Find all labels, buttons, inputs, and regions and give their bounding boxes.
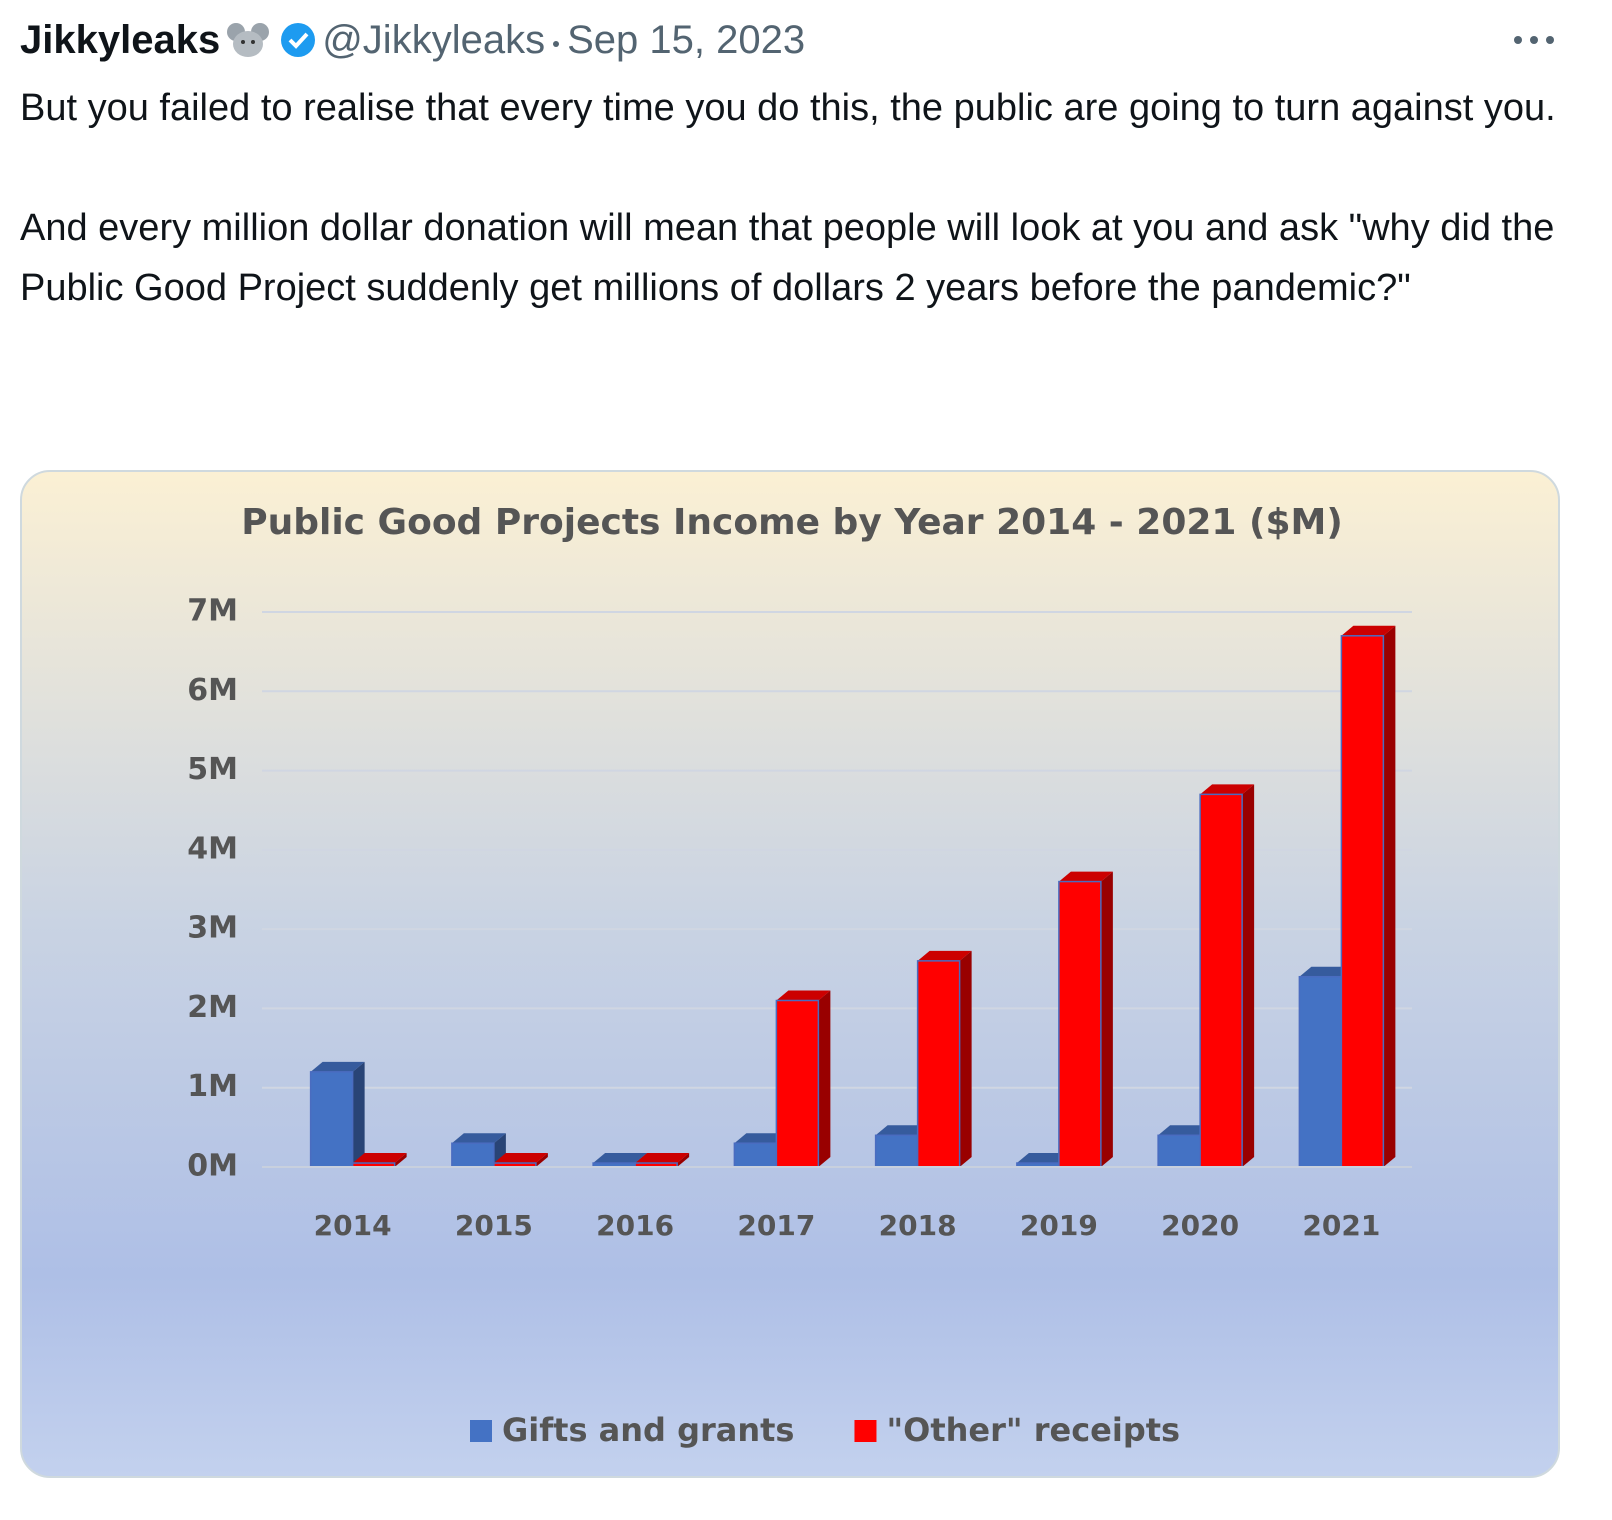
x-tick-label: 2017 bbox=[737, 1209, 815, 1242]
bar-top bbox=[1058, 871, 1113, 882]
bar-top bbox=[1341, 625, 1396, 636]
y-tick-label: 0M bbox=[187, 1149, 238, 1184]
author-name[interactable]: Jikkyleaks bbox=[20, 18, 221, 62]
y-tick-label: 3M bbox=[187, 911, 238, 946]
tweet-header: Jikkyleaks @Jikkyleaks Sep 15, 2023 bbox=[20, 14, 805, 66]
y-tick-label: 1M bbox=[187, 1069, 238, 1104]
bar bbox=[874, 1134, 919, 1168]
bar bbox=[1340, 635, 1385, 1168]
y-tick-label: 6M bbox=[187, 673, 238, 708]
tweet-date[interactable]: Sep 15, 2023 bbox=[567, 18, 806, 62]
paragraph: But you failed to realise that every tim… bbox=[20, 87, 1556, 129]
y-tick-label: 7M bbox=[187, 594, 238, 629]
bar-top bbox=[635, 1153, 690, 1164]
chart-title: Public Good Projects Income by Year 2014… bbox=[241, 502, 1343, 543]
x-tick-label: 2019 bbox=[1020, 1209, 1098, 1242]
bar bbox=[1199, 793, 1243, 1168]
bar-top bbox=[776, 990, 831, 1001]
bar-top bbox=[493, 1153, 548, 1164]
bar-side bbox=[1242, 784, 1255, 1167]
bar-top bbox=[734, 1133, 789, 1144]
legend-label: "Other" receipts bbox=[886, 1411, 1180, 1449]
bar bbox=[451, 1142, 495, 1168]
bar bbox=[1298, 975, 1343, 1168]
verified-badge bbox=[281, 23, 316, 57]
x-tick-label: 2014 bbox=[314, 1209, 392, 1242]
separator-dot bbox=[553, 41, 560, 47]
bar bbox=[733, 1142, 778, 1168]
bar-top bbox=[593, 1153, 648, 1164]
paragraph: And every million dollar donation will m… bbox=[20, 207, 1555, 309]
bar-top bbox=[352, 1153, 407, 1164]
bar-top bbox=[1158, 1125, 1213, 1136]
x-tick-label: 2015 bbox=[455, 1209, 533, 1242]
bar-top bbox=[1200, 784, 1255, 795]
author-handle[interactable]: @Jikkyleaks bbox=[322, 18, 546, 62]
bar bbox=[309, 1071, 354, 1168]
chart: Public Good Projects Income by Year 2014… bbox=[187, 502, 1412, 1449]
bar-top bbox=[917, 950, 972, 961]
legend-swatch bbox=[470, 1420, 492, 1442]
tweet-text: But you failed to realise that every tim… bbox=[20, 78, 1565, 378]
bar-side bbox=[1100, 871, 1113, 1167]
bar-top bbox=[310, 1061, 365, 1072]
x-tick-label: 2016 bbox=[596, 1209, 674, 1242]
bar bbox=[775, 999, 820, 1168]
emoji-mouse bbox=[227, 23, 270, 57]
bar-side bbox=[677, 1153, 690, 1167]
media-card[interactable]: Public Good Projects Income by Year 2014… bbox=[20, 470, 1560, 1478]
bar-side bbox=[352, 1061, 365, 1167]
y-tick-label: 4M bbox=[187, 831, 238, 866]
y-tick-label: 5M bbox=[187, 752, 238, 787]
x-tick-label: 2020 bbox=[1161, 1209, 1239, 1242]
bar bbox=[1058, 880, 1102, 1168]
bar-side bbox=[535, 1153, 548, 1167]
bar-top bbox=[451, 1133, 506, 1144]
more-menu[interactable] bbox=[1510, 28, 1560, 52]
bar bbox=[1157, 1134, 1201, 1168]
y-tick-label: 2M bbox=[187, 990, 238, 1025]
bar-side bbox=[818, 990, 831, 1167]
bar bbox=[916, 960, 961, 1168]
bar-top bbox=[875, 1125, 930, 1136]
bar-side bbox=[959, 950, 972, 1167]
x-tick-label: 2018 bbox=[879, 1209, 957, 1242]
bar-top bbox=[1299, 966, 1354, 977]
x-tick-label: 2021 bbox=[1302, 1209, 1380, 1242]
bar-side bbox=[1383, 625, 1396, 1167]
bar-top bbox=[1016, 1153, 1071, 1164]
legend-swatch bbox=[854, 1420, 877, 1442]
bar-side bbox=[394, 1153, 407, 1167]
legend-label: Gifts and grants bbox=[502, 1411, 794, 1449]
